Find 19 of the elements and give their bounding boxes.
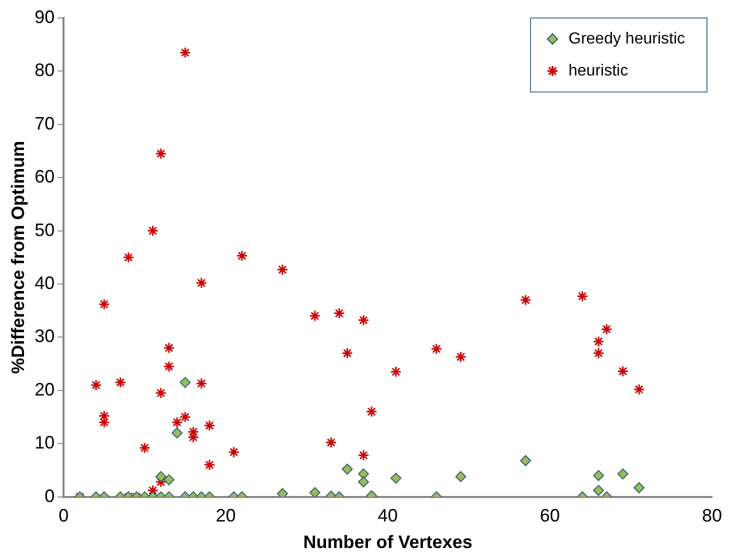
y-tick-label: 0 bbox=[44, 486, 55, 506]
y-tick-label: 90 bbox=[34, 6, 55, 27]
x-tick-label: 60 bbox=[540, 506, 560, 526]
y-tick-label: 20 bbox=[34, 379, 55, 400]
y-tick-label: 10 bbox=[34, 432, 55, 453]
x-tick-label: 40 bbox=[378, 506, 398, 526]
y-tick-label: 30 bbox=[34, 326, 55, 346]
y-tick-label: 40 bbox=[34, 272, 55, 293]
x-tick-label: 80 bbox=[702, 506, 722, 526]
y-tick-label: 70 bbox=[34, 113, 55, 134]
y-tick-label: 50 bbox=[34, 220, 55, 240]
y-tick-label: 60 bbox=[34, 166, 55, 187]
y-axis-title: %Difference from Optimum bbox=[8, 140, 28, 374]
y-tick-label: 80 bbox=[34, 60, 55, 80]
legend-label: Greedy heuristic bbox=[568, 30, 686, 48]
x-tick-label: 0 bbox=[58, 506, 69, 526]
x-axis-title: Number of Vertexes bbox=[303, 532, 472, 552]
legend-label: heuristic bbox=[568, 62, 628, 80]
x-tick-label: 20 bbox=[216, 506, 236, 526]
